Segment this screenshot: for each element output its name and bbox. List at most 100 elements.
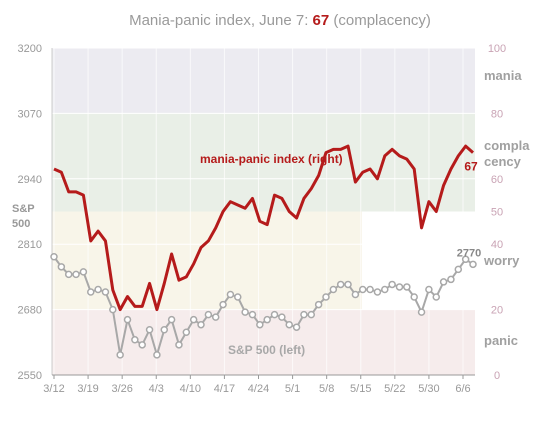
sp500-point (388, 280, 396, 289)
sp500-point (425, 285, 433, 294)
x-tick-label: 5/30 (418, 383, 439, 395)
sp500-point (79, 268, 88, 276)
sp500-point (439, 278, 448, 286)
y-right-tick-label: 20 (491, 305, 503, 317)
sp500-point (278, 313, 286, 321)
sp500-point (94, 285, 102, 294)
zone-label-complacency: cency (484, 154, 522, 169)
sp500-point (263, 315, 271, 324)
sp500-point (175, 341, 183, 349)
sp500-point (270, 310, 279, 319)
x-tick-label: 3/12 (43, 383, 64, 395)
sp500-point (182, 328, 191, 336)
x-tick-label: 5/15 (350, 383, 371, 395)
sp500-point (197, 320, 205, 329)
y-left-tick-label: 3070 (18, 108, 42, 120)
sp500-point (403, 283, 411, 291)
sp500-point (322, 293, 330, 301)
x-tick-label: 5/22 (384, 383, 405, 395)
zone-label-worry: worry (483, 253, 520, 268)
series-label-mania-panic: mania-panic index (right) (200, 152, 343, 166)
y-left-axis-label: 500 (12, 218, 30, 230)
sp500-point (101, 288, 110, 296)
zone-label-complacency: compla (484, 138, 530, 153)
chart-title-colon: : (304, 12, 312, 29)
sp500-point (366, 285, 374, 294)
sp500-point (336, 280, 345, 289)
sp500-point (292, 323, 301, 331)
zone-label-mania: mania (484, 68, 522, 83)
sp500-point (461, 255, 470, 264)
x-tick-label: 3/19 (77, 383, 98, 395)
sp500-point (410, 293, 418, 301)
sp500-point (395, 283, 404, 291)
x-tick-label: 6/6 (455, 383, 470, 395)
y-left-tick-label: 2680 (18, 305, 42, 317)
labels-layer: S&P 500 mania complacency worry panic mania-pa… (12, 68, 530, 357)
x-tick-label: 4/17 (214, 383, 235, 395)
sp500-point (109, 305, 117, 314)
sp500-point (226, 290, 235, 299)
end-label-mania-panic: 67 (464, 160, 478, 174)
sp500-point (50, 253, 58, 261)
series-layer (50, 144, 477, 359)
sp500-point (64, 270, 73, 279)
sp500-point (351, 290, 360, 299)
y-left-tick-label: 2940 (18, 174, 42, 186)
sp500-point (373, 288, 382, 296)
x-tick-label: 5/8 (319, 383, 334, 395)
sp500-point (358, 285, 367, 294)
y-left-axis-label: S&P (12, 203, 35, 215)
y-right-tick-label: 60 (491, 174, 503, 186)
sp500-point (57, 263, 66, 271)
sp500-point (432, 293, 440, 301)
sp500-point (285, 320, 293, 329)
grid-layer (52, 47, 475, 376)
x-tick-label: 4/3 (149, 383, 164, 395)
sp500-point (454, 265, 463, 274)
sp500-point (241, 308, 249, 316)
sp500-point (256, 320, 264, 329)
sp500-point (417, 308, 426, 316)
sp500-point (344, 280, 352, 289)
series-line-mania-panic (53, 144, 474, 312)
sp500-point (131, 336, 139, 344)
x-tick-label: 4/10 (180, 383, 201, 395)
y-left-tick-label: 3200 (18, 43, 42, 55)
sp500-point (300, 310, 308, 319)
sp500-point (145, 325, 154, 334)
sp500-point (248, 310, 257, 319)
y-right-tick-label: 0 (494, 370, 500, 382)
sp500-point (211, 313, 220, 321)
chart-title-value: 67 (313, 12, 330, 29)
x-tick-label: 5/1 (285, 383, 300, 395)
zones-layer (52, 48, 475, 375)
chart-title: Mania-panic index, June 7: 67 (complacen… (129, 12, 431, 29)
y-right-tick-label: 100 (488, 43, 506, 55)
x-tick-label: 4/24 (248, 383, 269, 395)
sp500-point (72, 270, 80, 279)
sp500-point (87, 288, 95, 296)
sp500-point (447, 275, 455, 284)
y-right-tick-label: 50 (491, 207, 503, 219)
series-label-sp500: S&P 500 (left) (228, 343, 305, 357)
sp500-point (138, 341, 146, 349)
sp500-point (153, 351, 161, 359)
sp500-point (329, 285, 338, 294)
end-label-sp500: 2770 (457, 247, 481, 259)
sp500-point (469, 260, 477, 269)
y-left-tick-label: 2550 (18, 370, 42, 382)
sp500-point (116, 351, 124, 359)
sp500-point (123, 315, 132, 324)
y-left-tick-label: 2810 (18, 239, 42, 251)
y-right-tick-label: 80 (491, 108, 503, 120)
chart-title-suffix: (complacency) (329, 12, 431, 29)
chart-title-prefix: Mania-panic index, June 7 (129, 12, 304, 29)
sp500-point (234, 293, 242, 301)
sp500-point (160, 325, 169, 334)
sp500-point (219, 300, 227, 309)
sp500-point (167, 315, 176, 324)
